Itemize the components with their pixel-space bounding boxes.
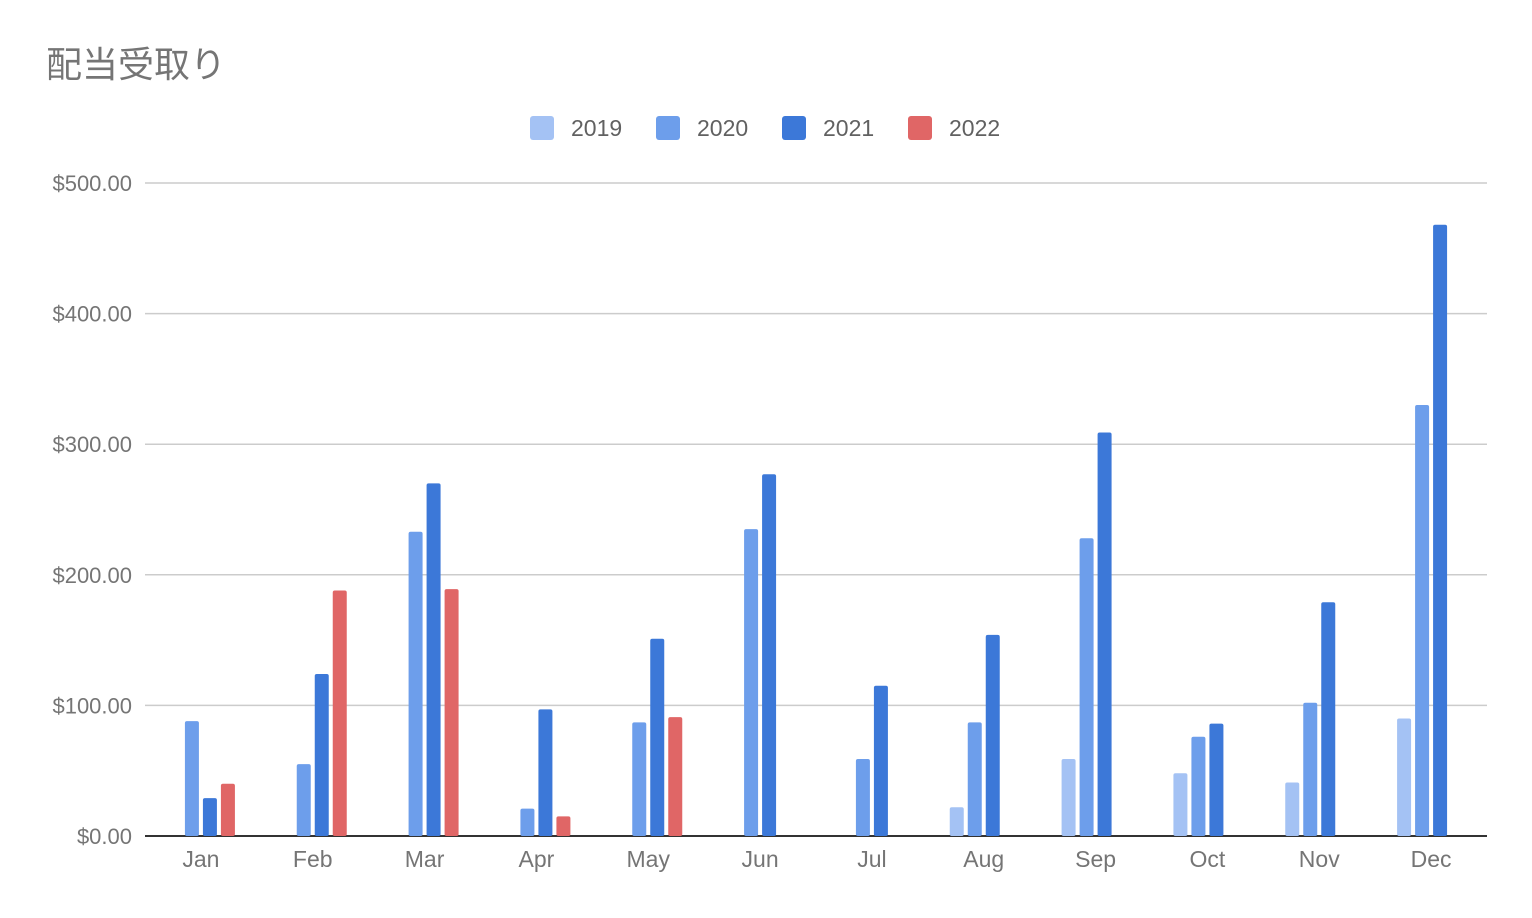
- x-tick-label: Mar: [405, 846, 445, 872]
- legend-swatch-2021: [782, 116, 806, 140]
- x-tick-label: May: [627, 846, 671, 872]
- bar-2021-jan: [202, 798, 217, 836]
- bar-2020-may: [632, 722, 647, 836]
- bar-2019-nov: [1285, 782, 1300, 836]
- x-tick-label: Jan: [182, 846, 219, 872]
- x-tick-label: Apr: [519, 846, 555, 872]
- bar-2020-mar: [408, 531, 423, 836]
- bar-2021-nov: [1321, 602, 1336, 836]
- bar-2021-may: [650, 638, 665, 836]
- bar-2020-nov: [1303, 702, 1318, 836]
- bar-2021-aug: [985, 634, 1000, 836]
- x-tick-label: Aug: [963, 846, 1004, 872]
- y-tick-label: $100.00: [52, 693, 132, 718]
- y-tick-label: $400.00: [52, 302, 132, 327]
- bar-2021-oct: [1209, 723, 1224, 836]
- legend-item-2019[interactable]: 2019: [530, 113, 622, 143]
- x-tick-label: Jul: [857, 846, 886, 872]
- bar-2021-jul: [873, 685, 888, 836]
- legend-label-2019: 2019: [571, 114, 623, 141]
- bar-2021-mar: [426, 483, 441, 836]
- y-tick-label: $200.00: [52, 563, 132, 588]
- y-tick-label: $500.00: [52, 171, 132, 196]
- bar-2022-apr: [556, 816, 571, 836]
- bar-2020-sep: [1079, 538, 1094, 836]
- bar-2022-jan: [220, 783, 235, 836]
- legend-swatch-2020: [656, 116, 680, 140]
- x-tick-label: Nov: [1299, 846, 1340, 872]
- x-tick-label: Jun: [742, 846, 779, 872]
- bar-2021-jun: [762, 474, 777, 836]
- bar-2021-feb: [314, 674, 329, 836]
- x-tick-label: Feb: [293, 846, 333, 872]
- bar-2020-feb: [296, 764, 311, 836]
- legend-item-2020[interactable]: 2020: [656, 113, 748, 143]
- chart-legend: 2019 2020 2021 2022: [0, 113, 1532, 143]
- legend-label-2021: 2021: [823, 114, 875, 141]
- bar-2020-apr: [520, 808, 535, 836]
- bar-2021-apr: [538, 709, 553, 836]
- bar-2020-oct: [1191, 736, 1206, 836]
- bar-2022-feb: [332, 590, 347, 836]
- bar-2019-oct: [1173, 773, 1188, 836]
- bar-2019-dec: [1397, 718, 1412, 836]
- legend-label-2022: 2022: [949, 114, 1001, 141]
- legend-item-2021[interactable]: 2021: [782, 113, 874, 143]
- x-tick-label: Sep: [1075, 846, 1116, 872]
- bar-2021-sep: [1097, 432, 1112, 836]
- x-tick-label: Dec: [1411, 846, 1452, 872]
- x-tick-label: Oct: [1190, 846, 1226, 872]
- chart-title: 配当受取り: [46, 45, 227, 86]
- legend-label-2020: 2020: [697, 114, 749, 141]
- bar-2020-jul: [855, 758, 870, 836]
- bar-2022-mar: [444, 589, 459, 836]
- legend-item-2022[interactable]: 2022: [908, 113, 1000, 143]
- bar-2020-jun: [744, 529, 759, 836]
- legend-swatch-2022: [908, 116, 932, 140]
- bar-2020-dec: [1415, 405, 1430, 836]
- bar-2021-dec: [1433, 224, 1448, 837]
- y-tick-label: $0.00: [77, 824, 132, 849]
- bar-2020-jan: [184, 721, 199, 836]
- bar-2022-may: [668, 717, 683, 836]
- bar-2020-aug: [967, 722, 982, 836]
- legend-swatch-2019: [530, 116, 554, 140]
- bar-2019-aug: [949, 807, 964, 836]
- y-tick-label: $300.00: [52, 432, 132, 457]
- bar-2019-sep: [1061, 758, 1076, 836]
